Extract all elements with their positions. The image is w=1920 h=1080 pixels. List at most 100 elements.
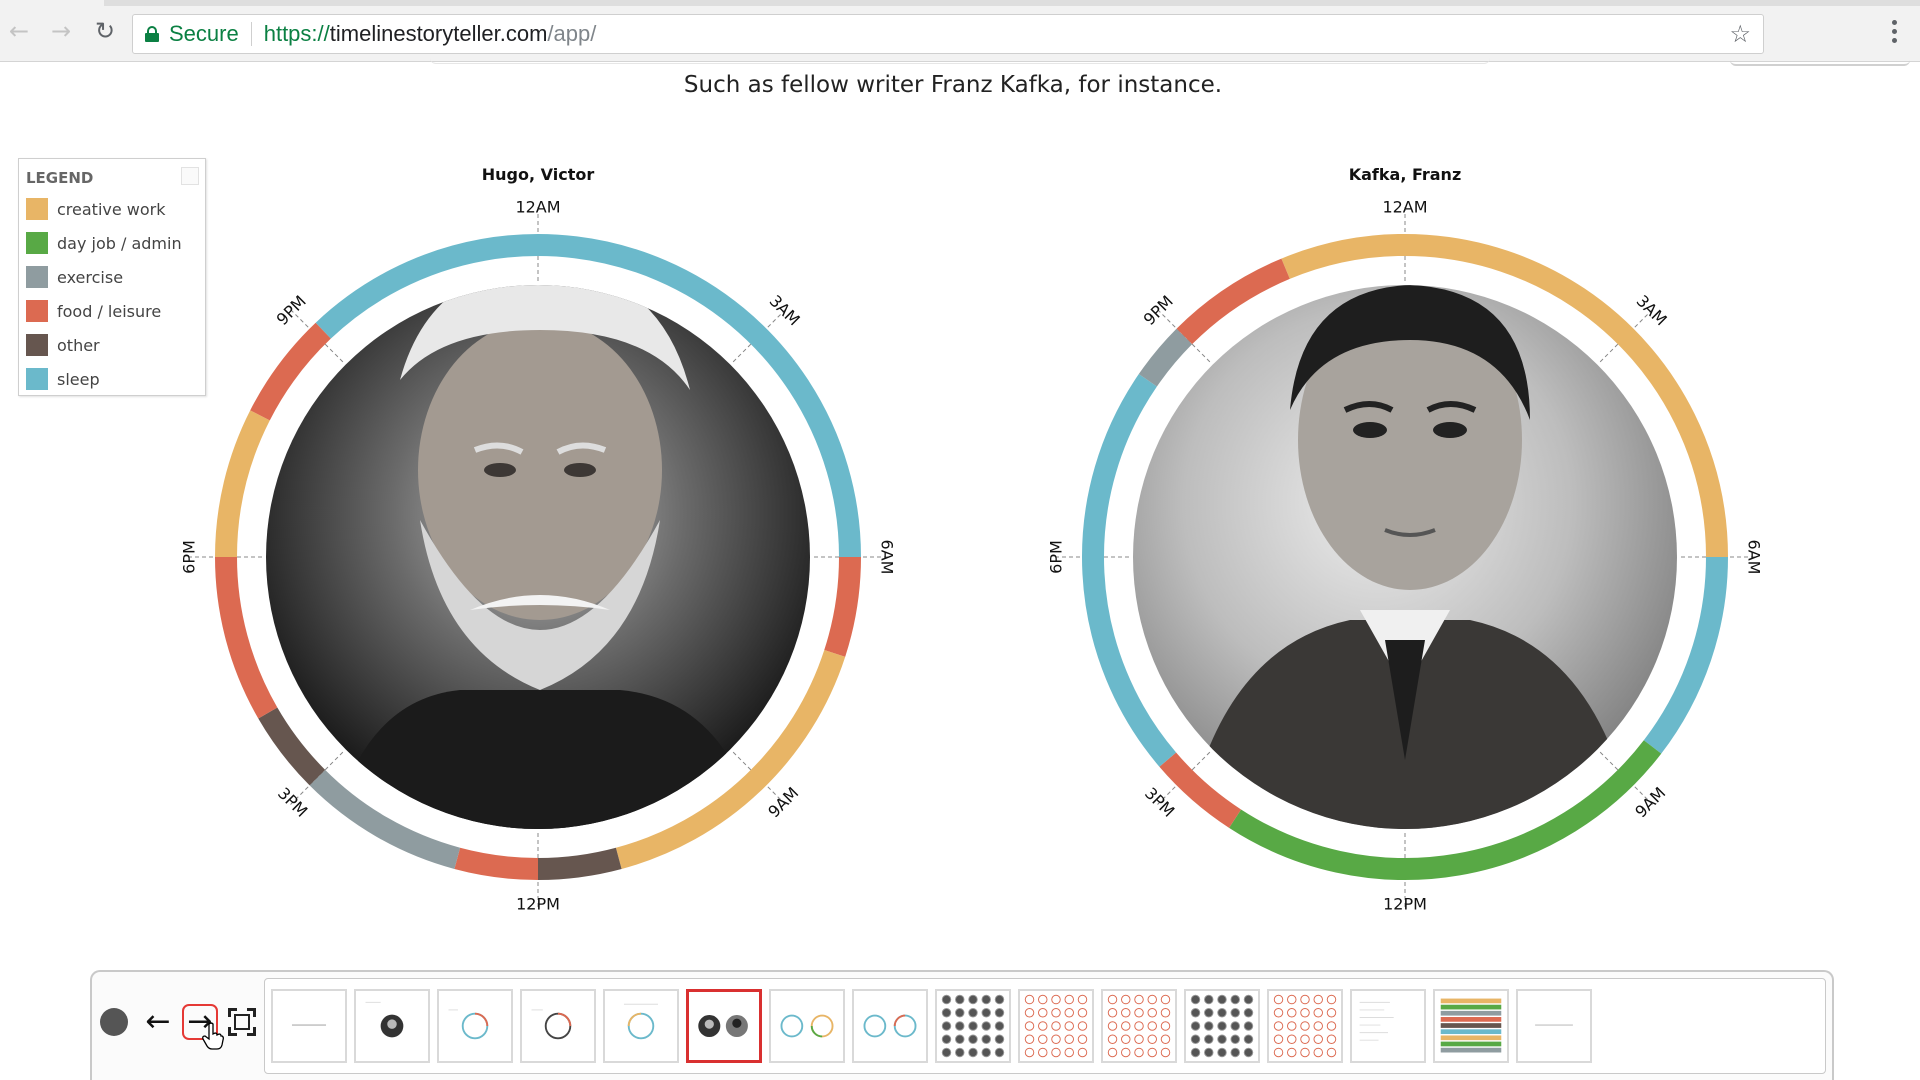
activity-segment[interactable] bbox=[1082, 374, 1177, 767]
legend-item[interactable]: sleep bbox=[26, 367, 100, 391]
activity-segment[interactable] bbox=[1281, 234, 1728, 558]
thumbnail-mark bbox=[1217, 1008, 1227, 1018]
legend-item[interactable]: other bbox=[26, 333, 100, 357]
activity-segment[interactable] bbox=[1176, 258, 1290, 345]
activity-segment[interactable] bbox=[250, 322, 331, 421]
thumbnail-mark bbox=[1300, 1034, 1310, 1044]
star-icon[interactable]: ☆ bbox=[1729, 21, 1751, 48]
hour-label: 12PM bbox=[1383, 895, 1427, 914]
scene-thumbnail[interactable] bbox=[354, 989, 430, 1063]
thumbnail-mark bbox=[1326, 1047, 1337, 1058]
thumbnail-mark bbox=[1440, 1041, 1502, 1047]
thumbnail-mark bbox=[1440, 1017, 1502, 1022]
thumbnail-mark bbox=[1190, 994, 1201, 1005]
thumbnail-mark bbox=[955, 994, 965, 1005]
hour-label: 6PM bbox=[1047, 540, 1066, 574]
activity-segment[interactable] bbox=[309, 769, 461, 869]
scene-thumbnail-active[interactable] bbox=[686, 989, 762, 1063]
address-bar[interactable]: Secure https://timelinestoryteller.com/a… bbox=[132, 14, 1764, 54]
thumbnail-mark bbox=[1147, 1034, 1157, 1044]
thumbnail-mark bbox=[1077, 1047, 1088, 1058]
thumbnail-mark bbox=[981, 1008, 991, 1018]
legend-label: other bbox=[57, 335, 100, 355]
thumbnail-mark bbox=[1190, 1047, 1201, 1058]
activity-segment[interactable] bbox=[615, 650, 846, 869]
thumbnail-mark bbox=[1160, 1047, 1171, 1058]
previous-arrow-icon[interactable]: ← bbox=[145, 1004, 171, 1039]
activity-segment[interactable] bbox=[1138, 328, 1193, 387]
thumbnail-mark bbox=[1147, 1047, 1157, 1058]
thumbnail-mark bbox=[968, 1008, 978, 1018]
reload-icon[interactable]: ↻ bbox=[94, 17, 116, 45]
thumbnail-mark bbox=[1243, 1021, 1254, 1031]
thumbnail-mark bbox=[1217, 1034, 1227, 1044]
omnibox-separator bbox=[250, 22, 252, 46]
thumbnail-mark bbox=[1038, 994, 1048, 1005]
thumbnail-mark bbox=[1107, 1034, 1118, 1044]
scene-thumbnail[interactable] bbox=[1350, 989, 1426, 1063]
thumbnail-mark bbox=[1273, 1008, 1284, 1018]
thumbnail-mark bbox=[1313, 994, 1323, 1005]
legend-swatch bbox=[26, 232, 48, 254]
thumbnail-mark bbox=[968, 1034, 978, 1044]
fullscreen-icon[interactable] bbox=[228, 1008, 256, 1036]
thumbnail-mark bbox=[1024, 994, 1035, 1005]
thumbnail-mark bbox=[1024, 1008, 1035, 1018]
hour-label: 9PM bbox=[1140, 292, 1177, 329]
activity-segment[interactable] bbox=[1159, 752, 1242, 828]
activity-segment[interactable] bbox=[1643, 556, 1728, 754]
thumbnail-mark bbox=[994, 1021, 1005, 1031]
activity-segment[interactable] bbox=[215, 410, 270, 558]
active-tab-edge[interactable] bbox=[0, 0, 104, 6]
thumbnail-mark bbox=[1217, 1047, 1227, 1058]
scene-thumbnail[interactable] bbox=[1018, 989, 1094, 1063]
activity-segment[interactable] bbox=[1229, 740, 1662, 880]
scene-thumbnail[interactable] bbox=[1516, 989, 1592, 1063]
hour-label: 12AM bbox=[1382, 198, 1427, 217]
legend-collapse-button[interactable] bbox=[181, 167, 199, 185]
scene-thumbnail[interactable] bbox=[852, 989, 928, 1063]
scene-thumbnail[interactable] bbox=[520, 989, 596, 1063]
back-arrow-icon[interactable]: ← bbox=[8, 17, 30, 45]
activity-segment[interactable] bbox=[537, 847, 622, 880]
thumbnail-mark bbox=[1287, 1021, 1297, 1031]
activity-segment[interactable] bbox=[215, 556, 278, 719]
tab-strip bbox=[0, 0, 1920, 6]
thumbnail-mark bbox=[1121, 1034, 1131, 1044]
legend-item[interactable]: exercise bbox=[26, 265, 123, 289]
legend-item[interactable]: creative work bbox=[26, 197, 166, 221]
legend-item[interactable]: food / leisure bbox=[26, 299, 161, 323]
thumbnail-mark bbox=[1107, 1047, 1118, 1058]
scene-thumbnail[interactable] bbox=[437, 989, 513, 1063]
legend-item[interactable]: day job / admin bbox=[26, 231, 182, 255]
legend-label: creative work bbox=[57, 199, 166, 219]
scene-thumbnail[interactable] bbox=[1184, 989, 1260, 1063]
scene-thumbnail[interactable] bbox=[769, 989, 845, 1063]
thumbnail-mark bbox=[1147, 1021, 1157, 1031]
activity-segment[interactable] bbox=[454, 847, 539, 880]
menu-dots-icon[interactable] bbox=[1882, 14, 1906, 48]
scene-thumbnail[interactable] bbox=[1101, 989, 1177, 1063]
thumbnail-mark bbox=[941, 1034, 952, 1044]
record-icon[interactable] bbox=[100, 1008, 128, 1036]
thumbnail-mark bbox=[1190, 1008, 1201, 1018]
scene-thumbnail[interactable] bbox=[1433, 989, 1509, 1063]
scene-thumbnail[interactable] bbox=[603, 989, 679, 1063]
thumbnail-mark bbox=[968, 994, 978, 1005]
thumbnail-mark bbox=[1230, 1021, 1240, 1031]
activity-segment[interactable] bbox=[315, 234, 861, 558]
url-scheme: https:// bbox=[263, 21, 330, 46]
thumbnail-mark bbox=[1230, 1034, 1240, 1044]
scene-thumbnail[interactable] bbox=[1267, 989, 1343, 1063]
scene-thumbnail[interactable] bbox=[935, 989, 1011, 1063]
thumbnail-mark bbox=[1300, 994, 1310, 1005]
forward-arrow-icon[interactable]: → bbox=[50, 17, 72, 45]
thumbnail-mark bbox=[1440, 1035, 1502, 1041]
thumbnail-mark bbox=[955, 1034, 965, 1044]
activity-segment[interactable] bbox=[258, 707, 326, 786]
thumbnail-mark bbox=[1326, 994, 1337, 1005]
activity-segment[interactable] bbox=[824, 556, 861, 657]
scene-thumbnail[interactable] bbox=[271, 989, 347, 1063]
thumbnail-mark bbox=[955, 1021, 965, 1031]
